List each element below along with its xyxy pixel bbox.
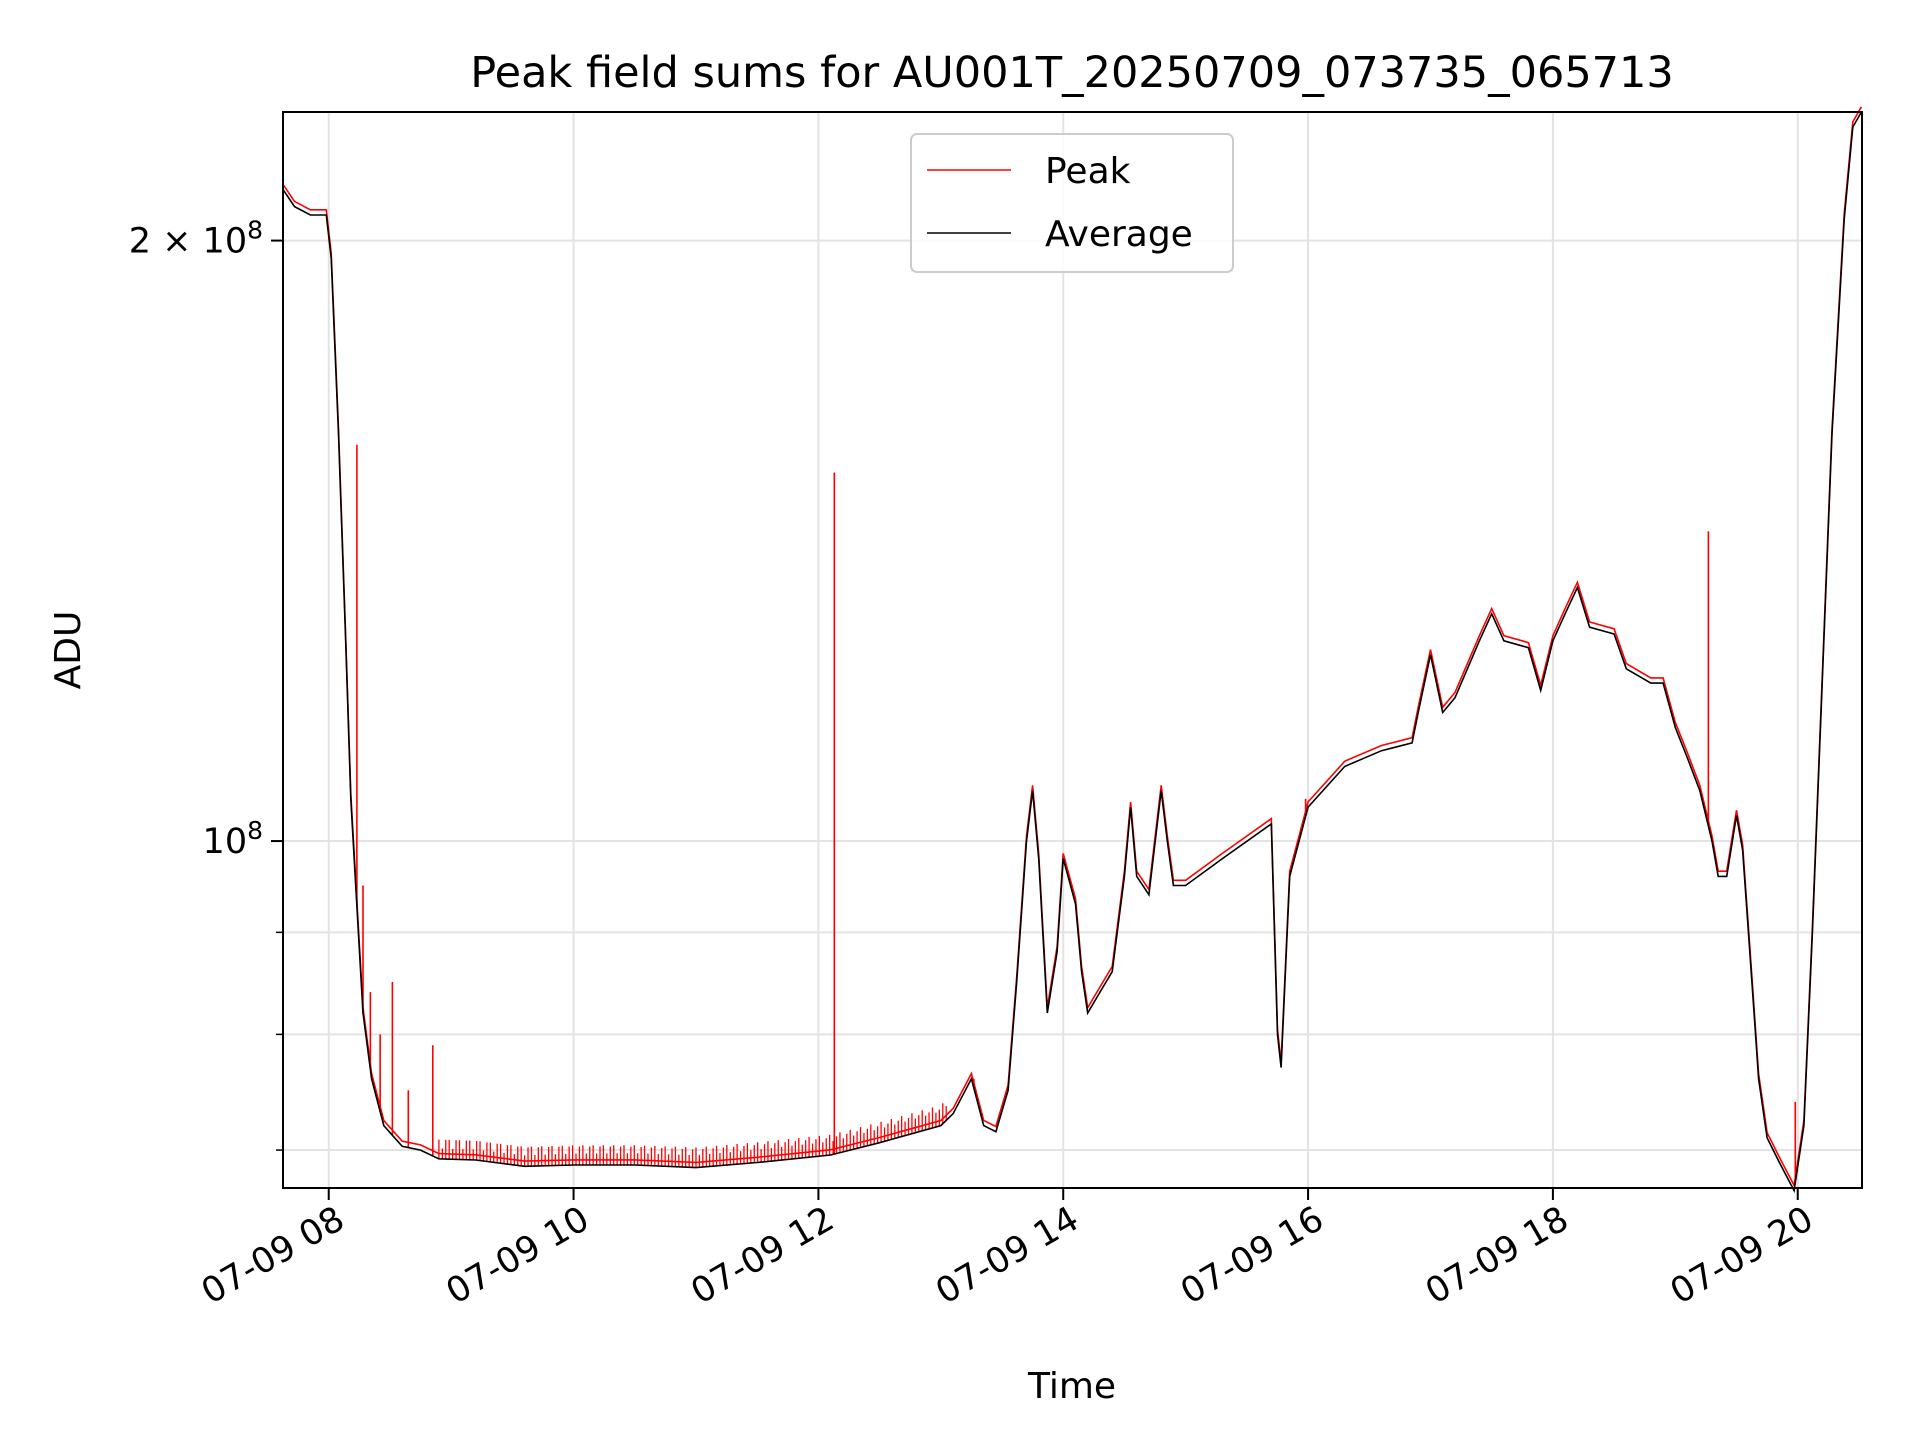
- x-tick-label-1: 07-09 10: [440, 1199, 596, 1312]
- legend-label-peak: Peak: [1045, 151, 1131, 192]
- plot-frame: [282, 111, 1863, 1189]
- x-tick-label-5: 07-09 18: [1419, 1199, 1575, 1312]
- x-tick-label-0: 07-09 08: [195, 1199, 351, 1312]
- y-axis: 108 2 × 108: [129, 216, 283, 1151]
- legend-label-average: Average: [1045, 214, 1193, 255]
- legend: Peak Average: [910, 133, 1234, 273]
- x-tick-label-2: 07-09 12: [685, 1199, 841, 1312]
- x-axis-label: Time: [1027, 1366, 1116, 1407]
- x-tick-label-6: 07-09 20: [1664, 1199, 1820, 1312]
- y-tick-label-0: 108: [203, 816, 263, 862]
- grid-lines: [283, 112, 1862, 1188]
- x-tick-label-4: 07-09 16: [1174, 1199, 1330, 1312]
- y-tick-label-1: 2 × 108: [129, 216, 263, 262]
- series-layer: [282, 106, 1863, 1194]
- series-line-average: [282, 111, 1863, 1194]
- chart-title: Peak field sums for AU001T_20250709_0737…: [470, 48, 1674, 98]
- x-axis: 07-09 08 07-09 10 07-09 12 07-09 14 07-09 16…: [195, 1188, 1820, 1312]
- legend-box: [910, 133, 1234, 273]
- x-tick-label-3: 07-09 14: [929, 1199, 1085, 1312]
- y-axis-label: ADU: [48, 611, 89, 690]
